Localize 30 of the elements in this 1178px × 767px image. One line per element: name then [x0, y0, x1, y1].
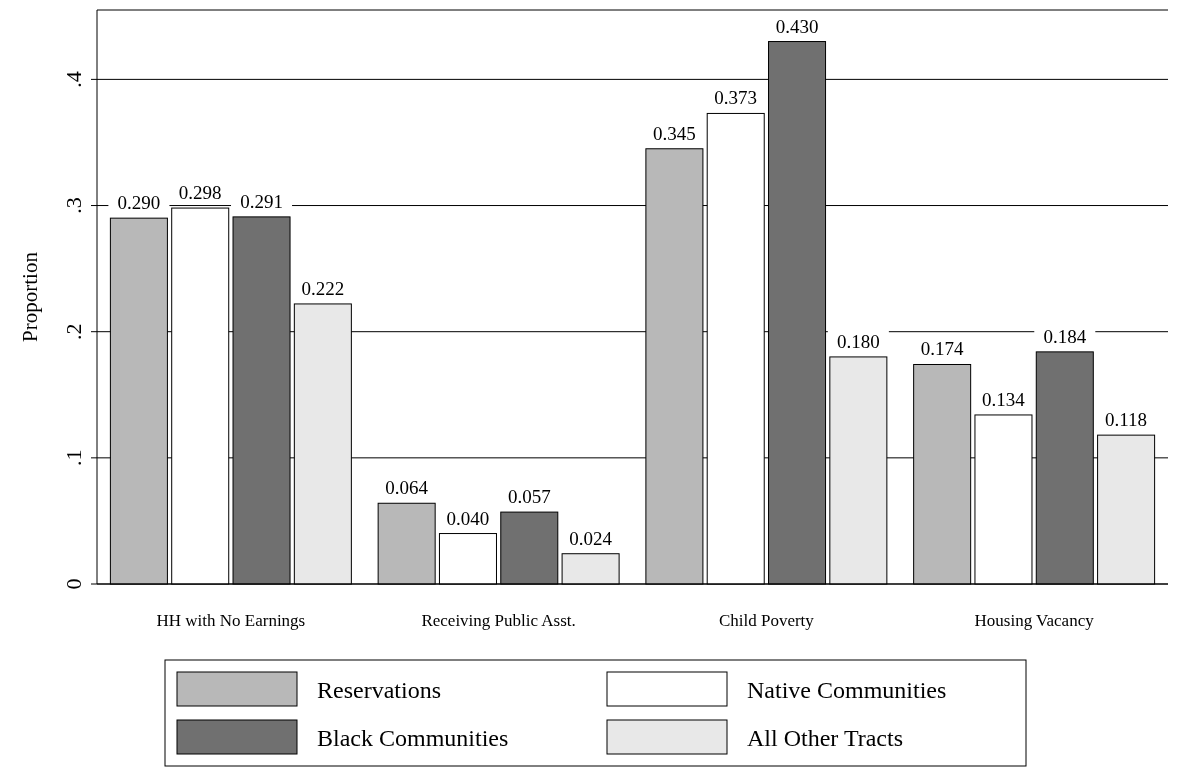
data-label: 0.345: [653, 122, 696, 144]
x-tick-label: Housing Vacancy: [974, 611, 1095, 630]
legend-label: All Other Tracts: [747, 725, 903, 751]
data-label: 0.290: [117, 192, 161, 214]
data-label: 0.057: [507, 486, 551, 508]
data-label: 0.024: [569, 527, 613, 549]
legend-label: Black Communities: [317, 725, 509, 751]
y-tick-label: .4: [61, 71, 86, 88]
data-label: 0.040: [446, 507, 490, 529]
data-label: 0.291: [240, 190, 283, 212]
data-label: 0.118: [1105, 409, 1148, 431]
data-label: 0.134: [982, 388, 1026, 410]
legend-label: Reservations: [317, 677, 441, 703]
y-tick-label: .1: [61, 449, 86, 467]
legend-label: Native Communities: [747, 677, 947, 703]
data-label: 0.298: [178, 182, 222, 204]
x-tick-label: HH with No Earnings: [156, 611, 306, 630]
data-label: 0.180: [836, 330, 880, 352]
data-label: 0.373: [714, 87, 758, 109]
x-tick-label: Receiving Public Asst.: [421, 611, 576, 630]
data-label: 0.064: [385, 477, 429, 499]
data-label: 0.430: [775, 15, 819, 37]
data-label: 0.222: [301, 277, 345, 299]
y-tick-label: 0: [61, 578, 86, 590]
y-axis-title: Proportion: [18, 251, 42, 342]
x-tick-label: Child Poverty: [718, 611, 815, 630]
data-label: 0.184: [1043, 325, 1087, 347]
y-tick-label: .3: [61, 197, 86, 214]
y-tick-label: .2: [61, 323, 86, 340]
data-label: 0.174: [920, 338, 965, 360]
